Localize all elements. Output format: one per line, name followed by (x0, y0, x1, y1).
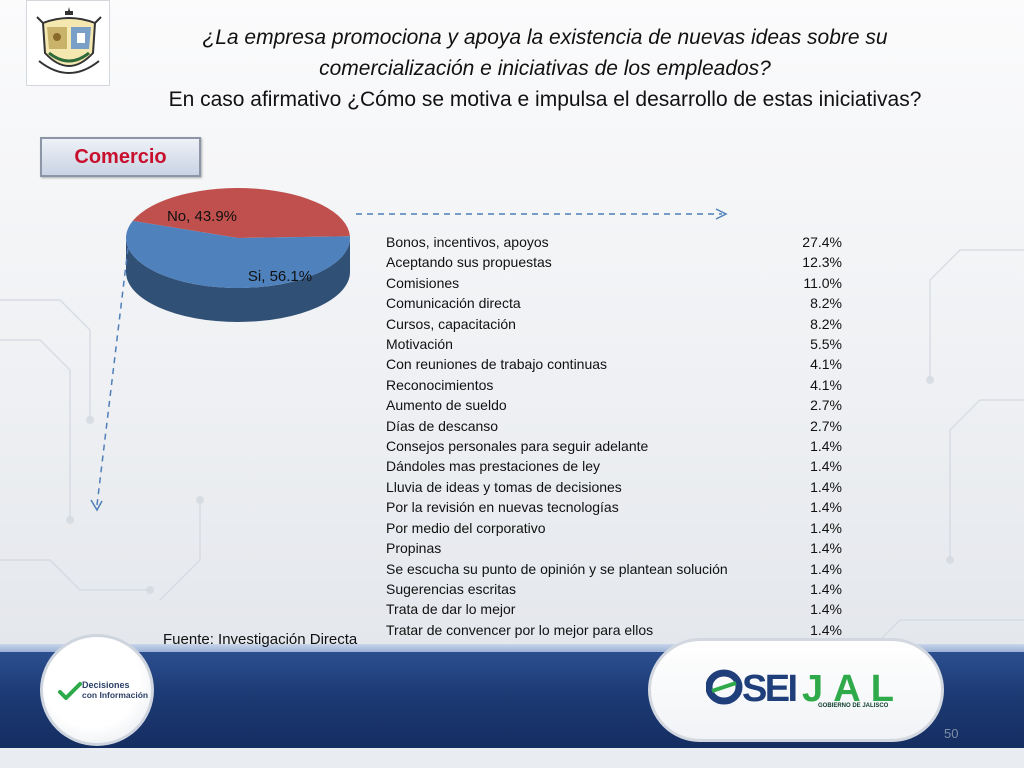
table-row-value: 2.7% (810, 417, 842, 434)
coat-of-arms-icon (36, 7, 102, 74)
table-row-value: 2.7% (810, 397, 842, 414)
table-row: Comunicación directa 8.2% (386, 293, 842, 313)
table-row-value: 1.4% (810, 458, 842, 475)
table-row-label: Por medio del corporativo (386, 519, 546, 536)
table-row: Consejos personales para seguir adelante… (386, 436, 842, 456)
table-row: Reconocimientos 4.1% (386, 375, 842, 395)
table-row: Con reuniones de trabajo continuas 4.1% (386, 354, 842, 374)
table-row-label: Trata de dar lo mejor (386, 601, 516, 618)
table-row-value: 8.2% (810, 315, 842, 332)
title-line-2: comercialización e iniciativas de los em… (319, 57, 771, 80)
table-row: Aumento de sueldo 2.7% (386, 395, 842, 415)
pie-slice-si (126, 220, 350, 288)
table-row: Motivación 5.5% (386, 334, 842, 354)
page-number: 50 (944, 726, 959, 741)
table-row-label: Días de descanso (386, 417, 499, 434)
table-row-label: Tratar de convencer por lo mejor para el… (386, 621, 654, 638)
seijal-subtitle: GOBIERNO DE JALISCO (818, 703, 889, 709)
pie-side-si (126, 238, 350, 322)
table-row-value: 27.4% (802, 234, 842, 250)
seijal-logo: SEI JAL (706, 668, 894, 710)
pie-label-si: Si, 56.1% (248, 268, 312, 285)
svg-text:SEI: SEI (742, 668, 798, 710)
footer-band-highlight (0, 644, 1024, 654)
pie-chart: No, 43.9% Si, 56.1% (126, 187, 350, 322)
table-row-label: Sugerencias escritas (386, 580, 516, 597)
table-row-value: 1.4% (810, 438, 842, 455)
svg-text:JAL: JAL (802, 668, 894, 710)
table-row: Por medio del corporativo 1.4% (386, 518, 842, 538)
table-row-value: 1.4% (810, 519, 842, 536)
table-row-value: 1.4% (810, 580, 842, 597)
table-row-label: Aceptando sus propuestas (386, 254, 552, 271)
table-row-value: 1.4% (810, 499, 842, 516)
table-row-value: 1.4% (810, 478, 842, 495)
table-row-label: Motivación (386, 336, 453, 353)
decisiones-badge (40, 634, 154, 746)
table-row: Dándoles mas prestaciones de ley 1.4% (386, 456, 842, 476)
table-row-value: 1.4% (810, 601, 842, 618)
table-row-label: Reconocimientos (386, 376, 494, 393)
table-row-label: Lluvia de ideas y tomas de decisiones (386, 478, 622, 495)
table-row-label: Con reuniones de trabajo continuas (386, 356, 608, 373)
reasons-table: Bonos, incentivos, apoyos 27.4% Aceptando … (386, 232, 842, 640)
table-row: Propinas 1.4% (386, 538, 842, 558)
sector-label: Comercio (40, 137, 201, 177)
table-row: Comisiones 11.0% (386, 273, 842, 293)
table-row-value: 4.1% (810, 356, 842, 373)
table-row-label: Comisiones (386, 274, 460, 291)
checkmark-arrow-icon (58, 682, 82, 700)
table-row: Tratar de convencer por lo mejor para el… (386, 620, 842, 640)
table-row: Por la revisión en nuevas tecnologías 1.4… (386, 497, 842, 517)
table-row: Se escucha su punto de opinión y se plan… (386, 559, 842, 579)
table-row: Sugerencias escritas 1.4% (386, 579, 842, 599)
table-row-value: 1.4% (810, 560, 842, 577)
coat-of-arms-logo (26, 0, 110, 86)
title-line-3: En caso afirmativo ¿Cómo se motiva e imp… (168, 88, 922, 111)
title-line-1: ¿La empresa promociona y apoya la existe… (202, 26, 888, 49)
table-row-value: 1.4% (810, 540, 842, 557)
table-row-label: Propinas (386, 540, 442, 557)
slide-background (0, 0, 1024, 650)
pie-label-no: No, 43.9% (167, 208, 237, 225)
table-row-label: Aumento de sueldo (386, 397, 507, 414)
table-row-value: 5.5% (810, 336, 842, 353)
decisiones-text-1: Decisiones (82, 680, 130, 690)
table-row-value: 4.1% (810, 376, 842, 393)
slide-title: ¿La empresa promociona y apoya la existe… (80, 22, 1010, 115)
decisiones-logo: Decisiones con Información (58, 676, 154, 706)
source-note: Fuente: Investigación Directa (163, 631, 358, 648)
table-row-label: Bonos, incentivos, apoyos (386, 234, 549, 250)
table-row-value: 1.4% (810, 621, 842, 638)
table-row-label: Consejos personales para seguir adelante (386, 438, 649, 455)
pie-slice-no (132, 187, 350, 238)
table-row: Lluvia de ideas y tomas de decisiones 1.4… (386, 477, 842, 497)
seijal-badge (648, 638, 944, 742)
table-row: Aceptando sus propuestas 12.3% (386, 252, 842, 272)
table-row-label: Se escucha su punto de opinión y se plan… (386, 560, 728, 577)
table-row-value: 8.2% (810, 295, 842, 312)
table-row: Bonos, incentivos, apoyos 27.4% (386, 232, 842, 252)
table-row-value: 12.3% (802, 254, 842, 271)
table-row: Trata de dar lo mejor 1.4% (386, 599, 842, 619)
table-row-label: Por la revisión en nuevas tecnologías (386, 499, 619, 516)
table-row: Cursos, capacitación 8.2% (386, 314, 842, 334)
decisiones-text-2: con Información (82, 690, 149, 700)
table-row-label: Comunicación directa (386, 295, 521, 312)
table-row-value: 11.0% (803, 274, 842, 291)
footer-bottom-strip (0, 748, 1024, 768)
table-row: Días de descanso 2.7% (386, 416, 842, 436)
table-row-label: Cursos, capacitación (386, 315, 516, 332)
table-row-label: Dándoles mas prestaciones de ley (386, 458, 601, 475)
